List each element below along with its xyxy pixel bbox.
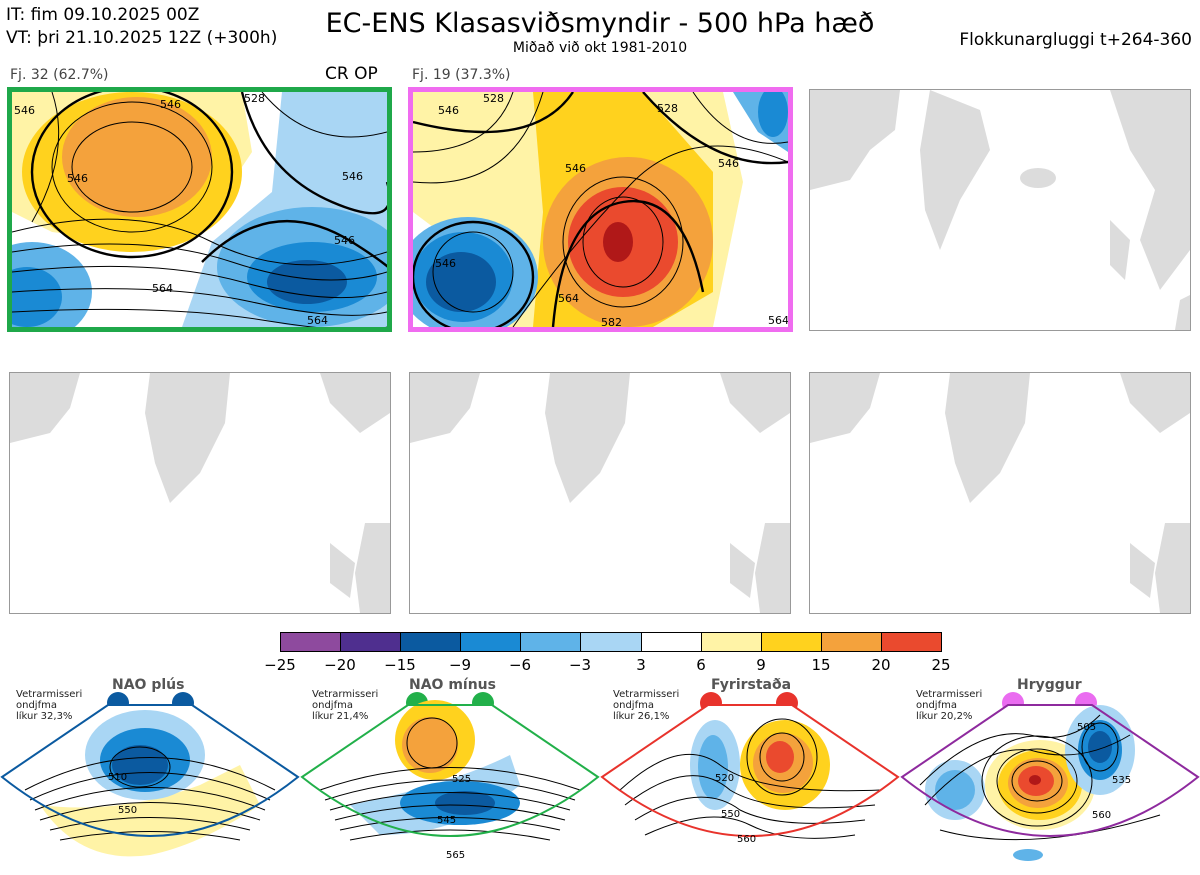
contour-label: 546 — [67, 172, 88, 185]
regime-contour-label: 520 — [715, 773, 734, 784]
contour-label: 564 — [558, 292, 579, 305]
regime-contour-label: 550 — [721, 809, 740, 820]
classification-window: Flokkunargluggi t+264-360 — [959, 30, 1192, 50]
colorbar-swatch — [341, 633, 402, 651]
regime-contour-label: 510 — [108, 772, 127, 783]
colorbar-tick: −25 — [264, 656, 296, 674]
regime-contour-label: 550 — [118, 805, 137, 816]
contour-label: 528 — [483, 92, 504, 105]
empty-map-panel — [809, 372, 1191, 614]
regime-2-prob: Vetrarmisseri ondjfma líkur 21,4% — [312, 689, 379, 722]
contour-label: 564 — [768, 314, 788, 327]
contour-label: 546 — [438, 104, 459, 117]
negative-anomaly-core — [267, 260, 347, 304]
colorbar-swatch — [401, 633, 462, 651]
regime-4-map: 505 535 560 — [900, 695, 1200, 875]
regime-3-map: 520 550 560 — [600, 695, 900, 875]
contour-label: 546 — [435, 257, 456, 270]
regime-contour-label: 525 — [452, 774, 471, 785]
contour-label: 528 — [244, 92, 265, 105]
positive-anomaly-core — [62, 97, 212, 217]
page-title: EC-ENS Klasasviðsmyndir - 500 hPa hæð — [325, 8, 875, 39]
contour-label: 546 — [334, 234, 355, 247]
colorbar-swatch — [821, 633, 882, 651]
regime-contour-label: 560 — [737, 834, 756, 845]
cluster-1-tag: CR OP — [325, 64, 378, 84]
regime-3-prob: Vetrarmisseri ondjfma líkur 26,1% — [613, 689, 680, 722]
contour-label: 546 — [14, 104, 35, 117]
contour-label: 564 — [152, 282, 173, 295]
colorbar-tick: 3 — [636, 656, 646, 674]
colorbar-swatch — [521, 633, 582, 651]
colorbar-swatch — [641, 633, 702, 651]
valid-time: VT: þri 21.10.2025 12Z (+300h) — [6, 28, 278, 48]
cluster-2-map: 546 528 546 528 546 564 582 546 564 — [408, 87, 793, 332]
contour-label: 546 — [718, 157, 739, 170]
regime-3-name: Fyrirstaða — [711, 677, 792, 693]
colorbar-tick: −15 — [384, 656, 416, 674]
colorbar-tick: 20 — [871, 656, 891, 674]
colorbar-tick: −20 — [324, 656, 356, 674]
regime-4-prob: Vetrarmisseri ondjfma líkur 20,2% — [916, 689, 983, 722]
regime-contour-label: 535 — [1112, 775, 1131, 786]
colorbar-swatch — [581, 633, 642, 651]
regime-contour-label: 565 — [446, 850, 465, 861]
colorbar-swatch — [761, 633, 822, 651]
empty-map-panel — [809, 89, 1191, 331]
regime-contour-label: 560 — [1092, 810, 1111, 821]
colorbar-tick: 15 — [811, 656, 831, 674]
empty-map-panel — [409, 372, 791, 614]
colorbar-tick: 25 — [931, 656, 951, 674]
negative-anomaly-core — [426, 252, 496, 312]
contour-label: 546 — [565, 162, 586, 175]
regime-contour-label: 545 — [437, 815, 456, 826]
colorbar-tick: −6 — [508, 656, 532, 674]
cluster-1-label: Fj. 32 (62.7%) — [10, 67, 109, 83]
regime-2-map: 525 545 565 — [300, 695, 600, 875]
contour-label: 564 — [307, 314, 328, 327]
regime-4-name: Hryggur — [1017, 677, 1082, 693]
colorbar-swatch — [281, 633, 342, 651]
cluster-2-label: Fj. 19 (37.3%) — [412, 67, 511, 83]
regime-contour-label: 505 — [1077, 722, 1096, 733]
regime-1-prob: Vetrarmisseri ondjfma líkur 32,3% — [16, 689, 83, 722]
colorbar-swatch — [701, 633, 762, 651]
colorbar-tick: −9 — [448, 656, 472, 674]
regime-2-name: NAO mínus — [409, 677, 496, 693]
contour-label: 528 — [657, 102, 678, 115]
empty-map-panel — [9, 372, 391, 614]
colorbar-swatch — [461, 633, 522, 651]
colorbar-tick: −3 — [568, 656, 592, 674]
contour-label: 546 — [342, 170, 363, 183]
colorbar-tick: 6 — [696, 656, 706, 674]
colorbar-swatch — [881, 633, 942, 651]
cluster-1-map: 546 528 546 546 546 564 564 546 — [7, 87, 392, 332]
page-subtitle: Miðað við okt 1981-2010 — [512, 40, 688, 56]
anomaly-colorbar — [280, 632, 942, 652]
init-time: IT: fim 09.10.2025 00Z — [6, 5, 200, 25]
regime-1-map: 510 550 — [0, 695, 300, 875]
colorbar-tick: 9 — [756, 656, 766, 674]
contour-label: 546 — [160, 98, 181, 111]
contour-label: 582 — [601, 316, 622, 327]
regime-1-name: NAO plús — [112, 677, 185, 693]
run-info: IT: fim 09.10.2025 00Z VT: þri 21.10.202… — [6, 4, 277, 50]
